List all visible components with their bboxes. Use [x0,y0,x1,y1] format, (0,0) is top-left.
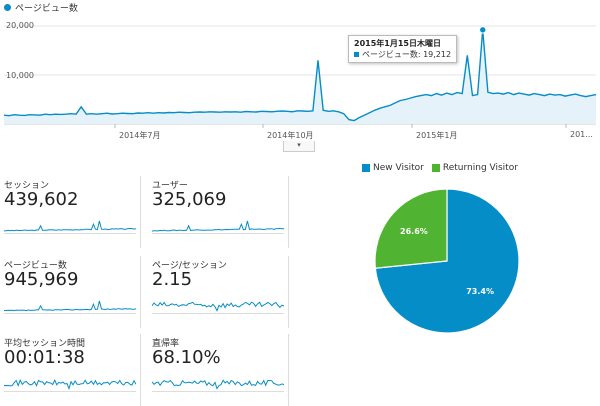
tooltip-date: 2015年1月15日木曜日 [354,39,441,48]
series-line [3,29,597,122]
x-tick-label: 2014年10月 [267,131,314,140]
pie-slice-label: 26.6% [400,227,428,236]
metric-value: 325,069 [152,189,227,210]
chart-legend[interactable]: ページビュー数 [4,1,78,14]
metric-value: 439,602 [4,189,79,210]
legend-swatch-icon [362,164,370,172]
metric-label: ページビュー数 [4,261,67,271]
highlighted-point [479,26,487,34]
metric-sparkline [152,301,284,314]
metric-sessions[interactable]: セッション 439,602 [0,176,141,248]
chart-tooltip: 2015年1月15日木曜日 ページビュー数: 19,212 [348,35,458,63]
metric-value: 945,969 [4,269,79,290]
metric-label: 直帰率 [152,339,180,349]
metric-label: ページ/セッション [152,261,227,271]
y-tick-label: 20,000 [6,21,34,30]
chevron-down-icon: ▾ [297,141,301,149]
pie-slice [374,188,448,269]
metric-avg-session-duration[interactable]: 平均セッション時間 00:01:38 [0,334,141,406]
metric-bounce-rate[interactable]: 直帰率 68.10% [148,334,289,406]
metric-sparkline [4,300,136,314]
x-tick-label: 2015年1月 [416,131,458,140]
metric-label: セッション [4,181,50,191]
tooltip-value: ページビュー数: 19,212 [362,50,452,59]
metric-label: 平均セッション時間 [4,339,86,349]
metric-pageviews[interactable]: ページビュー数 945,969 [0,256,141,328]
tooltip-row: ページビュー数: 19,212 [354,49,451,60]
collapse-chart-button[interactable]: ▾ [283,141,315,152]
y-tick-label: 10,000 [6,71,34,80]
x-tick-label: 201... [570,130,593,139]
legend-swatch-icon [431,164,440,172]
pageviews-line-chart[interactable] [0,0,600,160]
x-tick-label: 2014年7月 [119,131,161,140]
pie-legend-item[interactable]: Returning Visitor [431,163,518,173]
metric-users[interactable]: ユーザー 325,069 [148,176,289,248]
metric-value: 2.15 [152,269,193,290]
metric-sparkline [4,378,136,392]
series-square-icon [354,52,359,57]
metric-sparkline [4,220,136,234]
chart-legend-label: ページビュー数 [15,4,78,14]
pie-legend[interactable]: New Visitor Returning Visitor [362,163,518,173]
series-area [4,29,596,124]
metric-sparkline [152,379,284,392]
metric-pages-per-session[interactable]: ページ/セッション 2.15 [148,256,289,328]
metric-label: ユーザー [152,181,188,191]
pie-legend-item[interactable]: New Visitor [362,163,424,173]
metric-value: 00:01:38 [4,347,85,368]
visitor-type-pie-chart[interactable]: 73.4% 26.6% [372,186,522,336]
pie-slice-label: 73.4% [466,287,494,296]
pie-legend-label: Returning Visitor [442,163,518,173]
metric-sparkline [152,220,284,234]
pie-legend-label: New Visitor [373,163,424,173]
series-dot-icon [4,4,11,11]
metric-value: 68.10% [152,347,221,368]
